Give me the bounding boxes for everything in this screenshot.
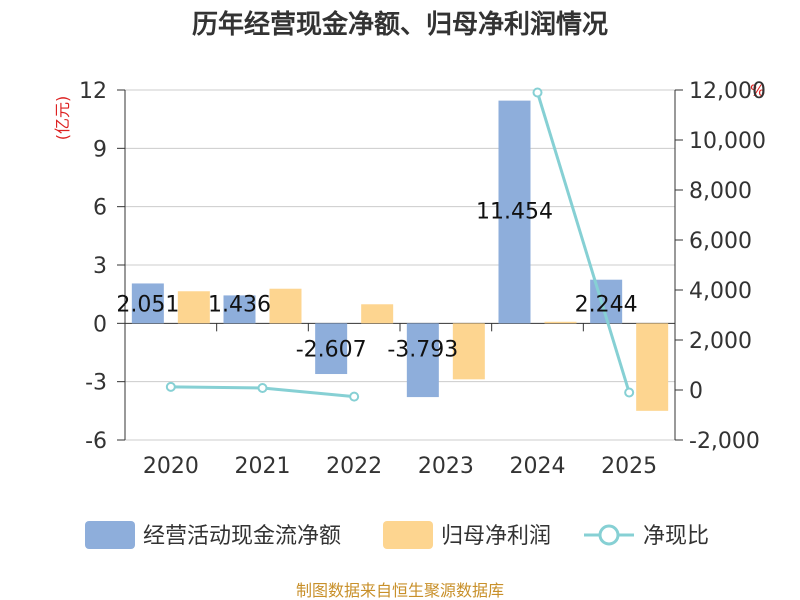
bar-net-profit [361, 304, 394, 324]
right-tick-label: -2,000 [689, 429, 760, 454]
bar-net-profit [177, 291, 210, 324]
left-axis-unit: (亿元) [53, 96, 72, 141]
bar-operating-cash-flow [406, 323, 439, 398]
right-tick-label: 2,000 [689, 329, 752, 354]
legend-label-operating-cash-flow: 经营活动现金流净额 [143, 524, 341, 549]
ratio-line-segment [536, 92, 631, 393]
category-label: 2020 [143, 454, 199, 479]
legend-label-net-profit: 归母净利润 [441, 524, 551, 549]
bar-operating-cash-flow [131, 283, 164, 324]
left-tick-label: -3 [85, 371, 107, 396]
ratio-point [349, 391, 360, 402]
bar-operating-cash-flow [315, 323, 348, 375]
right-tick-label: 0 [689, 379, 703, 404]
ratio-point [165, 381, 176, 392]
bars [131, 100, 669, 411]
category-label: 2021 [235, 454, 291, 479]
ratio-point [532, 87, 543, 98]
data-label-operating-cash-flow: 2.051 [116, 292, 179, 317]
data-label-operating-cash-flow: 1.436 [208, 292, 271, 317]
legend-swatch-operating-cash-flow [85, 521, 135, 549]
bar-operating-cash-flow [223, 295, 256, 324]
data-label-operating-cash-flow: 11.454 [476, 200, 553, 225]
right-tick-label: 12,000 [689, 79, 766, 104]
legend-marker-ratio [598, 524, 620, 546]
category-label: 2023 [418, 454, 474, 479]
bar-operating-cash-flow [498, 100, 531, 324]
legend-label-ratio: 净现比 [643, 524, 709, 549]
right-tick-label: 4,000 [689, 279, 752, 304]
ratio-point [257, 382, 268, 393]
axes: -6 -3 0 3 6 9 12 -2,000 0 2,000 4,000 6,000 8,000 10,… [79, 79, 766, 479]
bar-net-profit [452, 323, 485, 380]
category-label: 2022 [326, 454, 382, 479]
right-tick-label: 8,000 [689, 179, 752, 204]
bar-net-profit [544, 321, 577, 324]
left-tick-label: 3 [93, 254, 107, 279]
category-label: 2024 [510, 454, 566, 479]
ratio-line [165, 87, 635, 402]
right-tick-label: 10,000 [689, 129, 766, 154]
chart-title: 历年经营现金净额、归母净利润情况 [192, 9, 608, 40]
left-tick-label: 12 [79, 79, 107, 104]
bar-net-profit [269, 288, 302, 324]
right-axis-unit: % [750, 81, 765, 100]
data-label-operating-cash-flow: 2.244 [575, 292, 638, 317]
left-tick-label: -6 [85, 429, 107, 454]
data-labels: 2.051 1.436 -2.607 -3.793 11.454 2.244 [116, 200, 637, 363]
data-label-operating-cash-flow: -3.793 [387, 337, 458, 362]
source-note: 制图数据来自恒生聚源数据库 [296, 581, 504, 600]
ratio-point [624, 387, 635, 398]
left-tick-label: 6 [93, 196, 107, 221]
category-label: 2025 [601, 454, 657, 479]
bar-net-profit [636, 323, 669, 411]
left-tick-label: 9 [93, 137, 107, 162]
data-label-operating-cash-flow: -2.607 [296, 337, 367, 362]
left-tick-label: 0 [93, 312, 107, 337]
right-tick-label: 6,000 [689, 229, 752, 254]
legend-swatch-net-profit [383, 521, 433, 549]
legend: 经营活动现金流净额 归母净利润 净现比 [85, 521, 709, 549]
